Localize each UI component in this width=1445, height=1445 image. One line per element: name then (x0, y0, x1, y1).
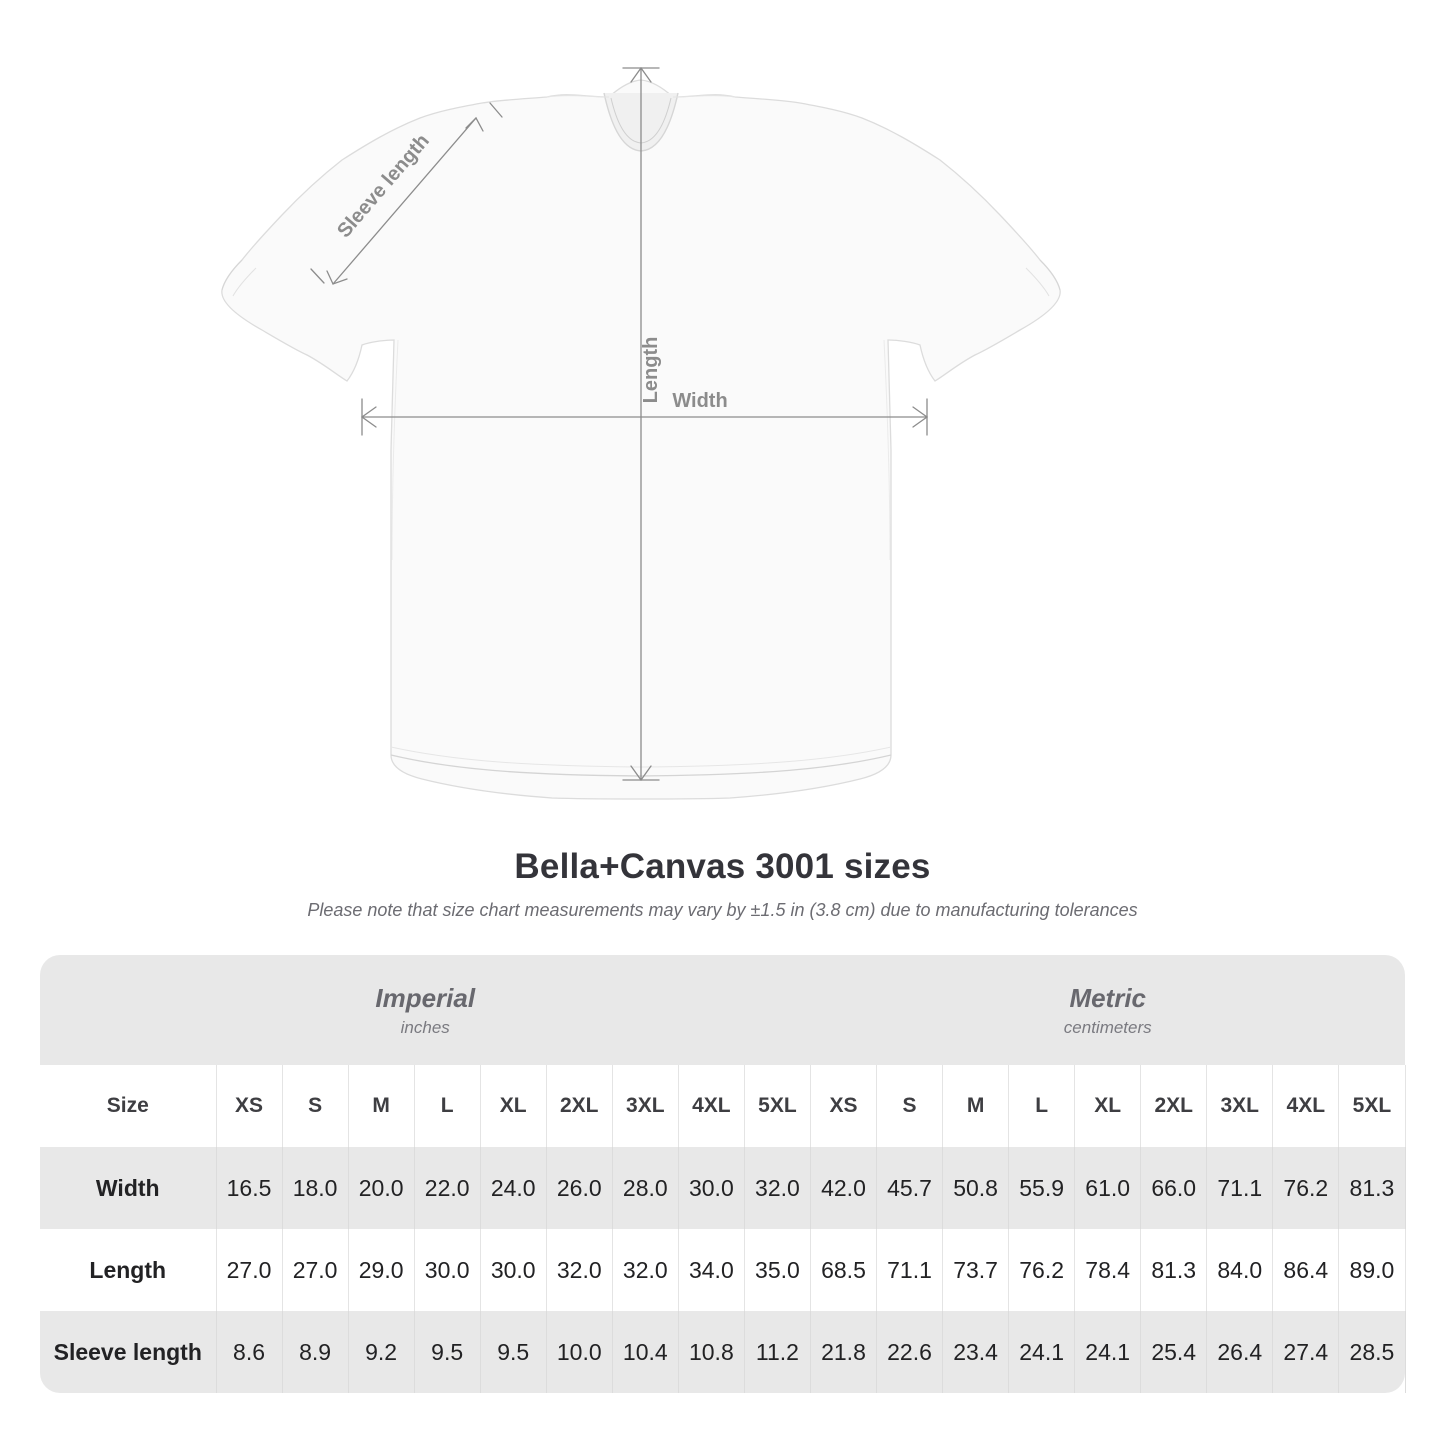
svg-text:Width: Width (672, 390, 727, 412)
svg-text:Length: Length (640, 337, 662, 404)
